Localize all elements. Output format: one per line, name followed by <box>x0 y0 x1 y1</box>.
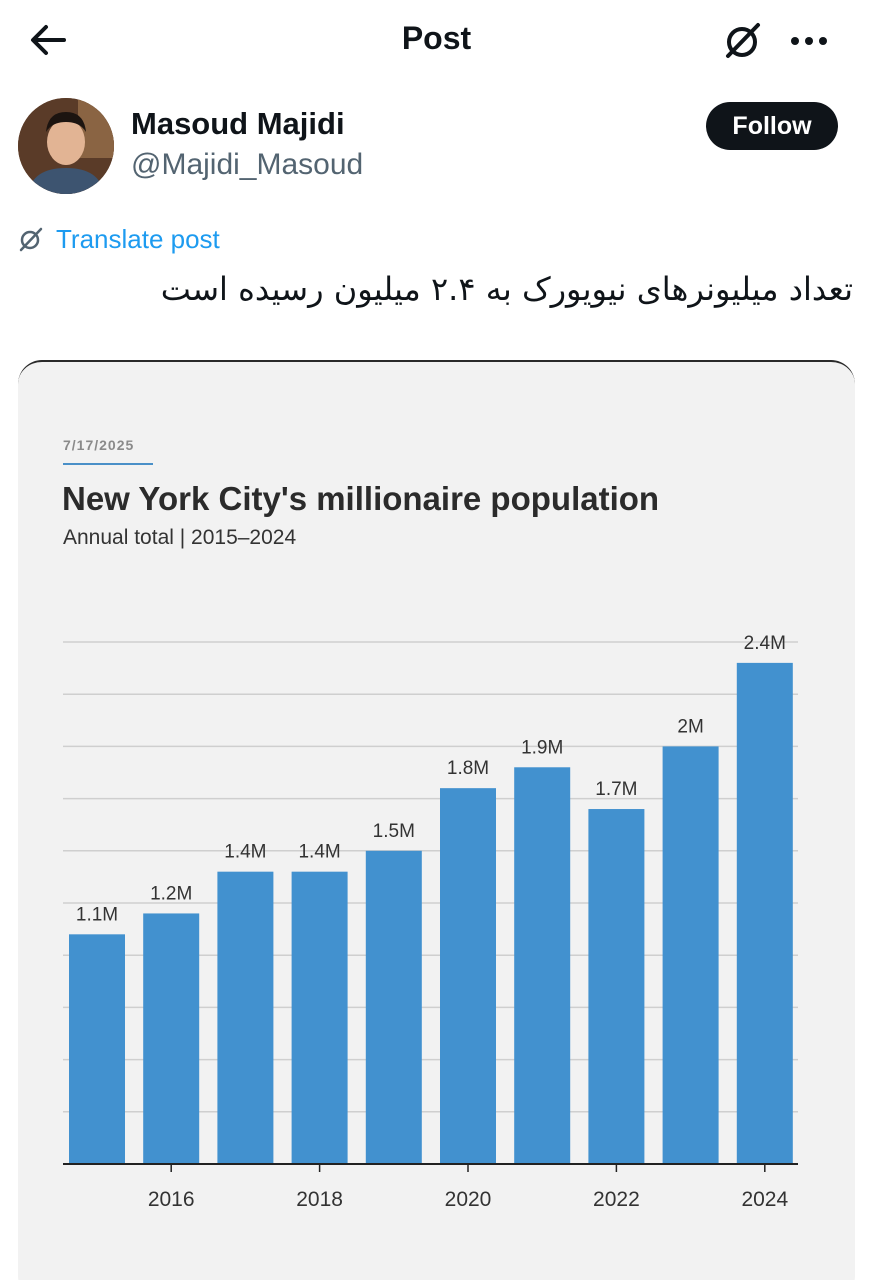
chart: 7/17/2025 New York City's millionaire po… <box>62 437 798 1211</box>
value-label-2022: 1.7M <box>595 779 637 800</box>
chart-date: 7/17/2025 <box>63 437 134 453</box>
bar-2018 <box>291 871 348 1164</box>
translate-icon <box>19 227 43 252</box>
value-label-2024: 2.4M <box>744 633 786 654</box>
x-tick-label-2022: 2022 <box>593 1188 640 1211</box>
author-name[interactable]: Masoud Majidi <box>131 106 345 141</box>
x-ticks: 2016 2018 2020 2022 2024 <box>148 1164 788 1211</box>
x-tick-label-2024: 2024 <box>741 1188 788 1211</box>
value-label-2015: 1.1M <box>76 904 118 925</box>
bar-2019 <box>365 850 422 1164</box>
bar-2015 <box>69 934 125 1164</box>
x-tick-label-2020: 2020 <box>445 1188 492 1211</box>
bar-2022 <box>588 809 645 1164</box>
bars <box>69 662 793 1164</box>
value-label-2023: 2M <box>677 716 703 737</box>
x-tick-label-2018: 2018 <box>296 1188 343 1211</box>
more-horizontal-icon <box>791 37 827 45</box>
avatar-image <box>18 98 114 194</box>
avatar[interactable] <box>18 98 114 194</box>
x-tick-label-2016: 2016 <box>148 1188 195 1211</box>
top-bar: Post <box>0 0 873 80</box>
value-label-2020: 1.8M <box>447 758 489 779</box>
bar-2016 <box>143 913 200 1164</box>
value-label-2021: 1.9M <box>521 737 563 758</box>
back-button[interactable] <box>28 22 72 58</box>
bar-2024 <box>736 662 793 1164</box>
translate-post-link[interactable]: Translate post <box>18 222 220 256</box>
bar-2017 <box>217 871 274 1164</box>
value-label-2017: 1.4M <box>224 842 266 863</box>
value-labels: 1.1M 1.2M 1.4M 1.4M 1.5M 1.8M 1.9M 1.7M 2M 2.4M <box>76 633 786 925</box>
arrow-left-icon <box>31 25 66 55</box>
value-label-2016: 1.2M <box>150 883 192 904</box>
bar-2020 <box>440 788 496 1164</box>
page-title: Post <box>401 20 472 56</box>
chart-title: New York City's millionaire population <box>62 480 659 517</box>
grok-icon <box>726 23 760 58</box>
value-label-2018: 1.4M <box>298 842 340 863</box>
grok-button[interactable] <box>720 18 766 64</box>
post-media[interactable]: 7/17/2025 New York City's millionaire po… <box>18 360 855 1280</box>
author-handle[interactable]: @Majidi_Masoud <box>131 148 364 181</box>
bar-2021 <box>514 767 571 1164</box>
translate-label[interactable]: Translate post <box>56 223 220 254</box>
more-button[interactable] <box>786 18 832 64</box>
chart-subtitle: Annual total | 2015–2024 <box>63 526 296 549</box>
value-label-2019: 1.5M <box>373 821 415 842</box>
bar-2023 <box>662 746 719 1164</box>
post-text: تعداد میلیونرهای نیویورک به ۲.۴ میلیون ر… <box>160 270 853 308</box>
follow-button[interactable]: Follow <box>706 102 838 150</box>
